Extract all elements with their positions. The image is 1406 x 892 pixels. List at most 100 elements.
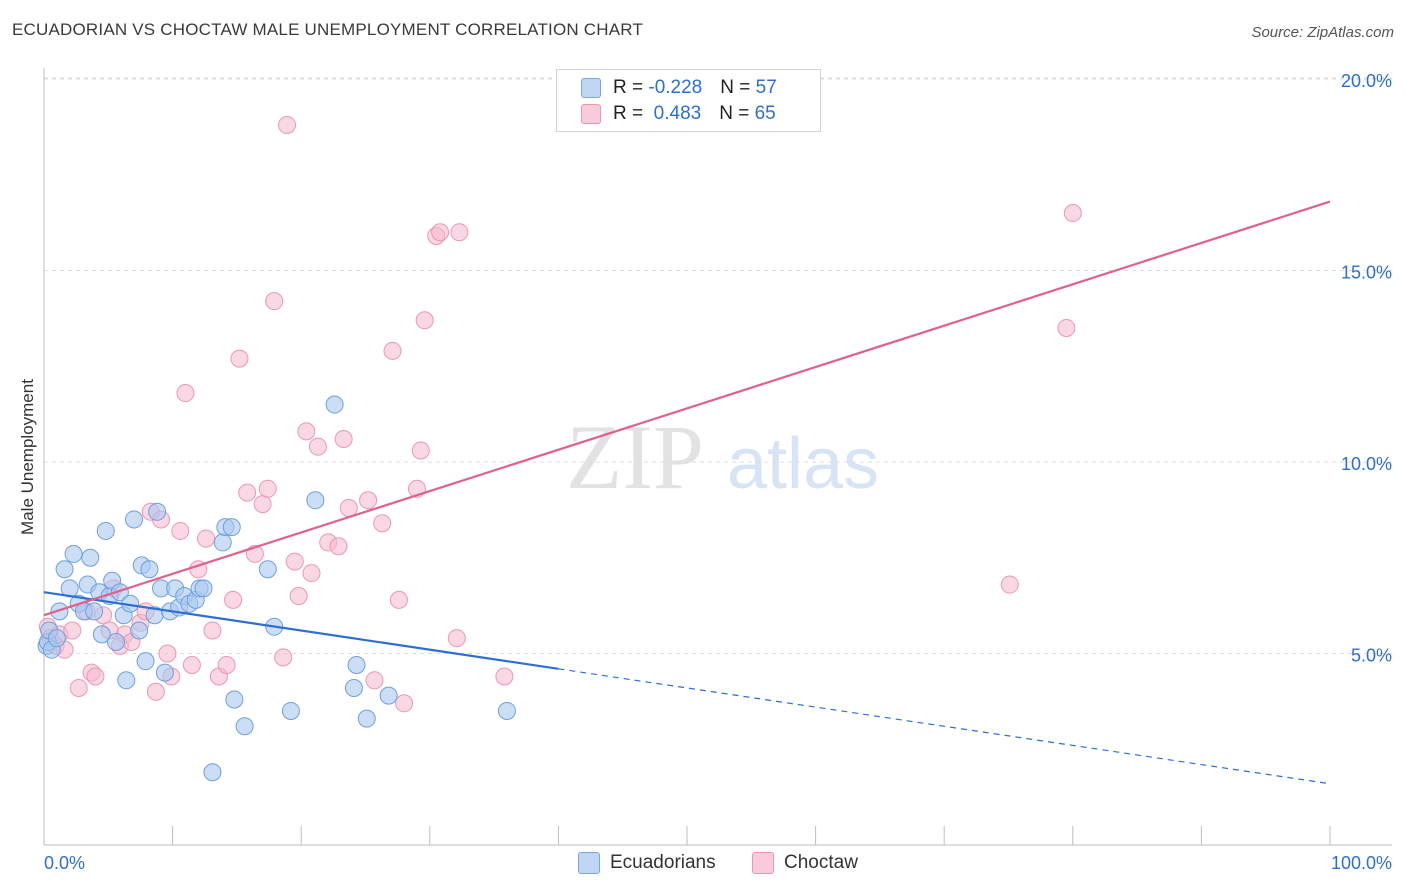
ecuadorian-point — [379, 686, 398, 705]
legend-label-choctaw: Choctaw — [784, 852, 858, 873]
choctaw-point — [182, 655, 201, 674]
ecuadorian-point — [130, 621, 149, 640]
choctaw-point — [158, 644, 177, 663]
y-tick-label: 15.0% — [1341, 263, 1392, 283]
n-value: 57 — [755, 77, 777, 98]
ecuadorian-point — [155, 663, 174, 682]
choctaw-point — [308, 437, 327, 456]
choctaw-point — [230, 349, 249, 368]
choctaw-point — [297, 422, 316, 441]
choctaw-point — [171, 521, 190, 540]
ecuadorian-point — [344, 678, 363, 697]
ecuadorian-point — [81, 548, 100, 567]
y-tick-label: 20.0% — [1341, 71, 1392, 91]
ecuadorian-point — [107, 633, 126, 652]
choctaw-point — [146, 682, 165, 701]
choctaw-point — [265, 292, 284, 311]
choctaw-point — [383, 341, 402, 360]
choctaw-point — [217, 655, 236, 674]
ecuadorian-point — [148, 502, 167, 521]
ecuadorian-point — [306, 491, 325, 510]
grid-lines — [44, 77, 1392, 654]
stats-legend: R = -0.228 N = 57 R = 0.483 N = 65 — [556, 69, 821, 132]
ecuadorian-point — [347, 655, 366, 674]
choctaw-point — [339, 498, 358, 517]
r-value: 0.483 — [648, 103, 702, 124]
ecuadorian-point — [325, 395, 344, 414]
ecuadorian-trend-line — [43, 591, 559, 670]
n-value: 65 — [754, 103, 776, 124]
series-legend: Ecuadorians Choctaw — [0, 852, 1406, 878]
x-tick-label-max: 100.0% — [1331, 853, 1392, 873]
choctaw-point — [359, 491, 378, 510]
choctaw-point — [411, 441, 430, 460]
axes — [43, 68, 1392, 846]
choctaw-point — [86, 667, 105, 686]
choctaw-point — [389, 590, 408, 609]
ecuadorian-point — [55, 560, 74, 579]
choctaw-point — [334, 430, 353, 449]
stats-row-choctaw: R = 0.483 N = 65 — [581, 102, 776, 126]
watermark: ZIP atlas — [566, 406, 879, 508]
choctaw-point — [176, 384, 195, 403]
choctaw-point — [415, 311, 434, 330]
choctaw-trend-line — [43, 200, 1331, 617]
choctaw-point — [63, 621, 82, 640]
r-value: -0.228 — [648, 77, 703, 98]
choctaw-point — [431, 223, 450, 242]
choctaw-point — [285, 552, 304, 571]
ecuadorian-point — [85, 602, 104, 621]
chart-title: ECUADORIAN VS CHOCTAW MALE UNEMPLOYMENT … — [12, 20, 644, 39]
choctaw-point — [224, 590, 243, 609]
ecuadorian-point — [235, 717, 254, 736]
legend-item-choctaw[interactable]: Choctaw — [752, 852, 858, 874]
y-tick-label: 10.0% — [1341, 454, 1392, 474]
choctaw-point — [1057, 318, 1076, 337]
choctaw-point — [395, 694, 414, 713]
choctaw-legend-swatch — [752, 852, 774, 874]
ecuadorian-points — [37, 395, 516, 782]
choctaw-point — [1000, 575, 1019, 594]
ecuadorian-point — [281, 701, 300, 720]
n-label: N = — [719, 103, 755, 124]
ecuadorian-point — [203, 763, 222, 782]
ecuadorians-legend-swatch — [578, 852, 600, 874]
y-tick-labels: 5.0% 10.0% 15.0% 20.0% — [1341, 71, 1392, 666]
choctaw-point — [373, 514, 392, 533]
choctaw-point — [69, 678, 88, 697]
choctaw-point — [278, 115, 297, 134]
choctaw-point — [447, 629, 466, 648]
ecuadorian-point — [47, 629, 66, 648]
choctaw-point — [258, 479, 277, 498]
ecuadorian-point — [92, 625, 111, 644]
ecuadorian-point — [140, 560, 159, 579]
choctaw-point — [253, 495, 272, 514]
legend-label-ecuadorians: Ecuadorians — [610, 852, 716, 873]
choctaw-point — [450, 223, 469, 242]
source-label: Source: ZipAtlas.com — [1251, 24, 1394, 41]
trend-lines — [43, 200, 1331, 785]
ecuadorian-trend-extension — [558, 668, 1331, 785]
legend-item-ecuadorians[interactable]: Ecuadorians — [578, 852, 716, 874]
y-tick-label: 5.0% — [1351, 646, 1392, 666]
ecuadorian-point — [110, 583, 129, 602]
choctaw-point — [495, 667, 514, 686]
choctaw-point — [365, 671, 384, 690]
choctaw-swatch — [581, 104, 601, 124]
choctaw-point — [238, 483, 257, 502]
choctaw-point — [203, 621, 222, 640]
choctaw-point — [197, 529, 216, 548]
ecuadorians-swatch — [581, 78, 601, 98]
ecuadorian-point — [497, 701, 516, 720]
r-label: R = — [613, 77, 649, 98]
ecuadorian-point — [96, 521, 115, 540]
watermark-zip: ZIP — [566, 406, 704, 508]
ecuadorian-point — [194, 579, 213, 598]
ecuadorian-point — [117, 671, 136, 690]
ecuadorian-point — [136, 652, 155, 671]
stats-row-ecuadorians: R = -0.228 N = 57 — [581, 76, 777, 100]
choctaw-point — [289, 587, 308, 606]
ecuadorian-point — [225, 690, 244, 709]
watermark-atlas: atlas — [727, 424, 879, 504]
